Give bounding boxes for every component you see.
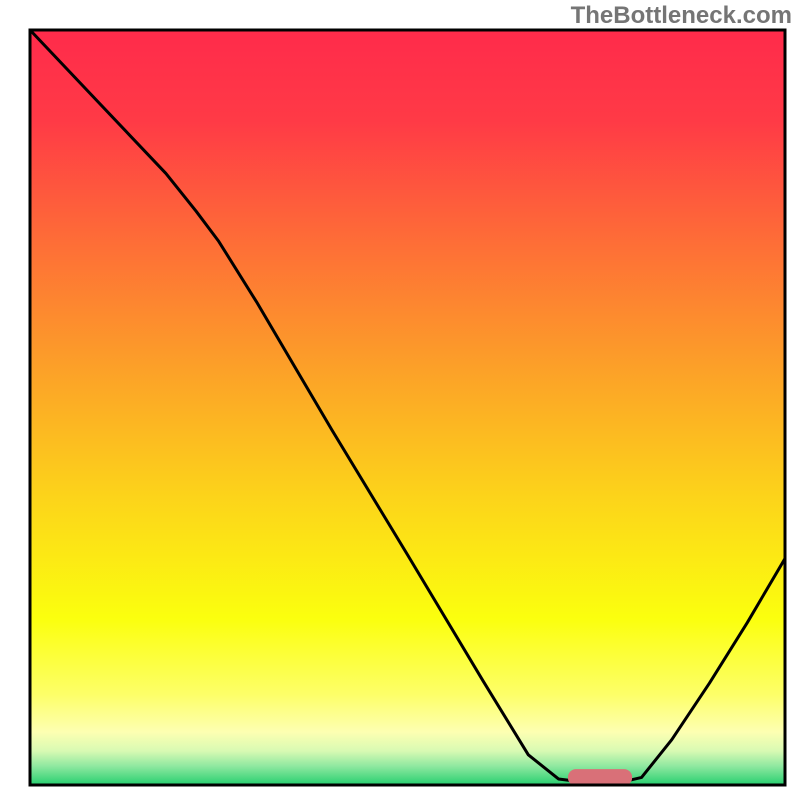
gradient-background — [30, 30, 785, 785]
chart-container: TheBottleneck.com — [0, 0, 800, 800]
bottleneck-curve-chart — [0, 0, 800, 800]
optimum-marker — [568, 769, 632, 786]
